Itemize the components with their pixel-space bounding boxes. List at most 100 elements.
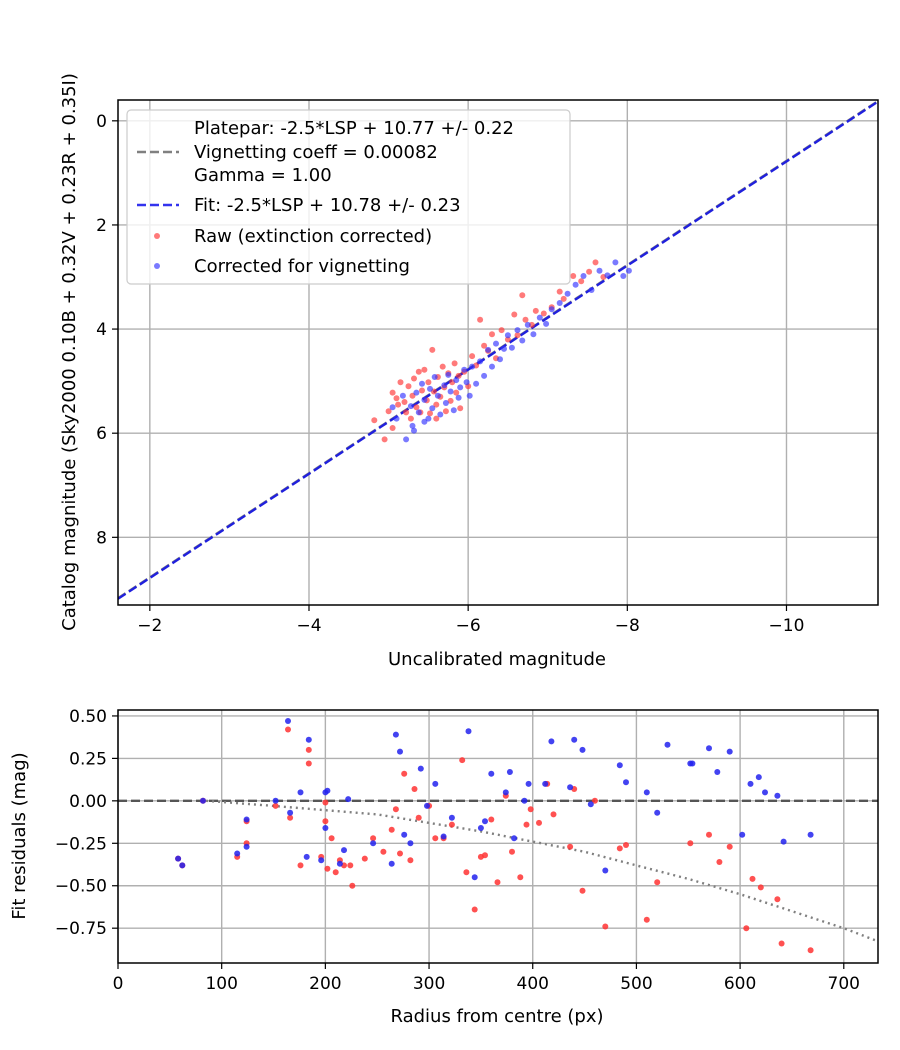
raw-extinction-corrected-point xyxy=(457,405,464,412)
corrected-for-vignetting-point xyxy=(572,281,579,288)
corrected-point xyxy=(502,789,509,796)
corrected-for-vignetting-point xyxy=(612,259,619,266)
raw-extinction-corrected-point xyxy=(421,366,428,373)
corrected-for-vignetting-point xyxy=(543,320,550,327)
raw-point xyxy=(687,840,694,847)
raw-point xyxy=(448,821,455,828)
raw-point xyxy=(706,831,712,838)
corrected-point xyxy=(689,760,696,767)
corrected-point xyxy=(807,831,814,838)
corrected-point xyxy=(417,765,424,772)
corrected-point xyxy=(305,736,312,743)
corrected-point xyxy=(643,789,650,796)
corrected-for-vignetting-point xyxy=(409,422,416,429)
raw-extinction-corrected-point xyxy=(522,316,529,323)
corrected-point xyxy=(285,718,291,724)
corrected-point xyxy=(243,816,250,823)
corrected-point xyxy=(664,741,671,748)
raw-extinction-corrected-point xyxy=(397,379,404,386)
corrected-point xyxy=(392,731,399,738)
legend-corrected-marker xyxy=(154,263,160,269)
raw-point xyxy=(482,852,488,859)
raw-point xyxy=(322,818,329,825)
corrected-for-vignetting-point xyxy=(508,344,515,351)
x-tick-label: −6 xyxy=(456,616,481,636)
raw-extinction-corrected-point xyxy=(514,332,521,339)
raw-point xyxy=(322,799,329,806)
raw-point xyxy=(523,821,530,828)
corrected-for-vignetting-point xyxy=(415,409,422,416)
corrected-point xyxy=(322,825,329,831)
corrected-point xyxy=(370,840,377,847)
raw-extinction-corrected-point xyxy=(578,278,585,285)
corrected-point xyxy=(303,853,310,860)
raw-extinction-corrected-point xyxy=(442,408,449,415)
raw-point xyxy=(415,814,422,821)
y-tick-label: 8 xyxy=(96,528,107,548)
corrected-for-vignetting-point xyxy=(403,436,410,443)
corrected-for-vignetting-point xyxy=(419,380,425,387)
corrected-point xyxy=(179,862,186,869)
corrected-for-vignetting-point xyxy=(625,267,632,274)
corrected-for-vignetting-point xyxy=(455,394,462,401)
corrected-point xyxy=(243,843,250,850)
raw-extinction-corrected-point xyxy=(439,363,446,370)
top-x-axis-label: Uncalibrated magnitude xyxy=(388,649,606,670)
corrected-point xyxy=(623,779,629,786)
corrected-for-vignetting-point xyxy=(530,331,537,338)
raw-point xyxy=(347,862,354,869)
raw-point xyxy=(305,760,312,767)
corrected-point xyxy=(336,860,343,867)
legend-platepar-text-2: Vignetting coeff = 0.00082 xyxy=(194,142,438,163)
top-scatter-points xyxy=(371,259,632,443)
raw-point xyxy=(536,819,542,826)
corrected-for-vignetting-point xyxy=(393,415,400,422)
raw-point xyxy=(392,806,399,813)
top-ticks: −2 −4 −6 −8 −10 0 2 4 6 8 xyxy=(96,112,804,636)
x-tick-label: 500 xyxy=(620,974,652,994)
corrected-for-vignetting-point xyxy=(548,306,555,313)
y-tick-label: −0.50 xyxy=(55,877,107,897)
top-y-axis-label: Catalog magnitude (Sky2000 0.10B + 0.32V… xyxy=(59,73,80,631)
raw-point xyxy=(616,845,623,852)
legend-platepar-text-1: Platepar: -2.5*LSP + 10.77 +/- 0.22 xyxy=(194,118,514,139)
y-tick-label: 4 xyxy=(96,320,107,340)
corrected-for-vignetting-point xyxy=(514,327,521,334)
raw-extinction-corrected-point xyxy=(425,379,432,386)
corrected-point xyxy=(448,814,455,821)
bottom-ticks: 0 100 200 300 400 500 600 700 0.50 0.25 0.00 −0.25 −… xyxy=(55,707,860,994)
raw-extinction-corrected-point xyxy=(570,273,577,279)
raw-point xyxy=(579,887,586,894)
y-tick-label: −0.75 xyxy=(55,919,107,939)
raw-point xyxy=(401,770,408,777)
corrected-for-vignetting-point xyxy=(469,363,476,370)
corrected-for-vignetting-point xyxy=(580,273,587,279)
corrected-point xyxy=(542,780,549,787)
raw-extinction-corrected-point xyxy=(381,436,388,443)
x-tick-label: 200 xyxy=(309,974,341,994)
corrected-for-vignetting-point xyxy=(429,405,436,412)
fit-line xyxy=(118,100,878,600)
corrected-point xyxy=(567,784,574,791)
bottom-y-axis-label: Fit residuals (mag) xyxy=(9,752,30,919)
corrected-for-vignetting-point xyxy=(389,404,396,411)
corrected-for-vignetting-point xyxy=(427,385,433,392)
x-tick-label: −10 xyxy=(769,616,805,636)
raw-extinction-corrected-point xyxy=(395,401,402,408)
corrected-for-vignetting-point xyxy=(485,346,492,353)
corrected-for-vignetting-point xyxy=(441,382,448,389)
raw-point xyxy=(726,843,733,850)
raw-extinction-corrected-point xyxy=(451,360,458,367)
x-tick-label: −8 xyxy=(615,616,640,636)
corrected-point xyxy=(548,738,555,745)
raw-point xyxy=(324,865,331,872)
corrected-for-vignetting-point xyxy=(434,392,441,399)
corrected-for-vignetting-point xyxy=(447,388,454,395)
vignetting-model-line xyxy=(206,799,876,942)
legend-raw-text: Raw (extinction corrected) xyxy=(194,226,432,247)
raw-point xyxy=(550,811,557,818)
raw-point xyxy=(743,925,750,932)
corrected-for-vignetting-point xyxy=(431,374,438,380)
corrected-for-vignetting-point xyxy=(501,345,507,352)
